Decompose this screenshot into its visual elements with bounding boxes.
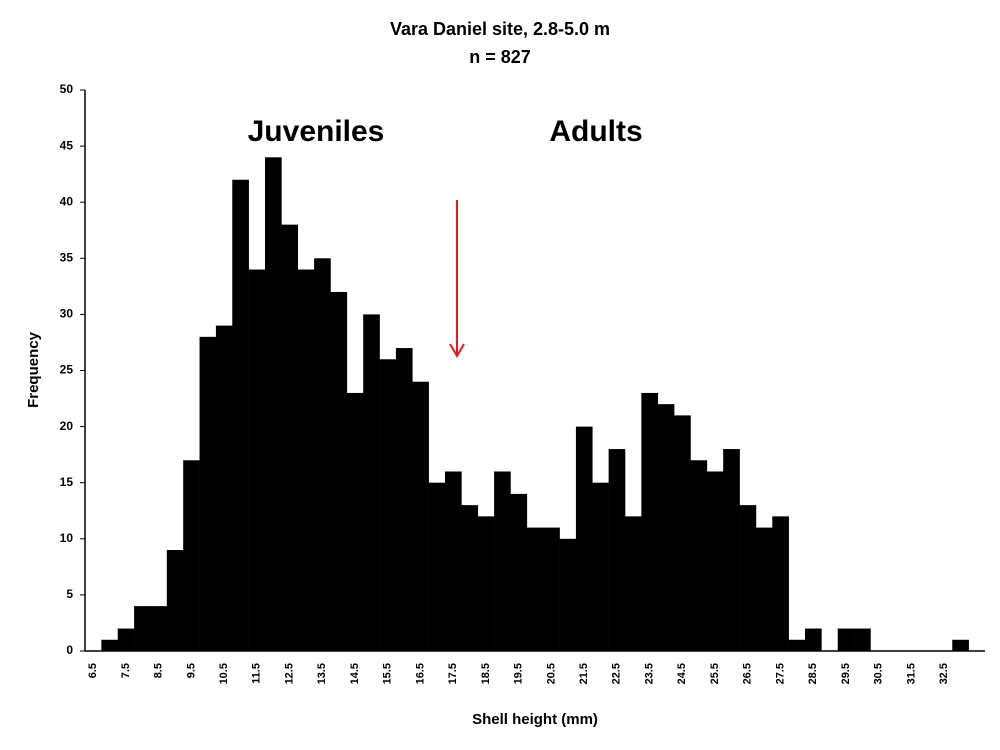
annotation: Adults [549,115,642,148]
x-tick-label: 9.5 [185,663,197,678]
x-tick-label: 17.5 [447,663,459,684]
bar [346,392,364,651]
y-tick-label: 20 [60,419,74,433]
bar [706,471,724,651]
bar [788,639,806,651]
bar [232,179,249,651]
x-tick-label: 18.5 [480,663,492,684]
x-tick-label: 24.5 [676,663,688,684]
x-tick-label: 28.5 [807,663,819,684]
bar [837,628,855,651]
y-tick-label: 50 [60,82,74,96]
bar [952,639,969,651]
x-tick-label: 11.5 [251,663,263,684]
bar [723,449,740,651]
x-tick-label: 13.5 [316,663,328,684]
x-tick-label: 14.5 [349,663,361,684]
y-tick-label: 0 [66,643,73,657]
bar [559,538,577,651]
y-tick-label: 30 [60,307,74,321]
bar [101,639,119,651]
bar [117,628,135,651]
bar [477,516,495,651]
bar [297,269,315,651]
bar [379,359,397,651]
bar [657,404,675,651]
x-tick-label: 16.5 [414,663,426,684]
arrow-head [449,343,465,358]
bar [461,505,479,651]
bar [772,516,789,651]
bar [199,336,217,651]
x-tick-label: 10.5 [218,663,230,684]
bar [674,415,691,651]
bar [134,606,151,651]
bar [575,426,593,651]
y-tick-label: 40 [60,194,74,208]
y-tick-label: 35 [60,250,74,264]
bar [215,325,233,651]
bar [641,392,659,651]
x-tick-label: 20.5 [545,663,557,684]
bar [526,527,544,651]
x-tick-label: 30.5 [873,663,885,684]
x-tick-label: 27.5 [774,663,786,684]
bar [805,628,822,651]
y-tick-label: 25 [60,363,74,377]
bar [494,471,511,651]
x-tick-label: 21.5 [578,663,590,684]
x-tick-label: 19.5 [513,663,525,684]
x-tick-label: 8.5 [153,663,165,678]
y-axis-title: Frequency [25,331,42,408]
x-tick-label: 7.5 [120,663,132,678]
bar [690,460,708,651]
bar [363,314,380,651]
x-tick-label: 23.5 [643,663,655,684]
x-tick-label: 15.5 [382,663,394,684]
y-tick-label: 10 [60,531,74,545]
chart-title: Vara Daniel site, 2.8-5.0 m [390,19,610,39]
bar [445,471,462,651]
y-tick-label: 45 [60,138,74,152]
x-tick-label: 25.5 [709,663,721,684]
bar [265,157,282,651]
bar [412,381,429,651]
bar [281,224,299,651]
bar [248,269,266,651]
chart-subtitle: n = 827 [469,47,531,67]
bar [428,482,446,651]
x-tick-label: 29.5 [840,663,852,684]
bar [395,348,413,651]
x-tick-label: 22.5 [611,663,623,684]
x-tick-label: 31.5 [905,663,917,684]
bar [166,550,184,651]
bar [330,291,348,651]
bar [183,460,200,651]
bar [625,516,642,651]
y-tick-label: 15 [60,475,74,489]
bar [608,449,626,651]
x-tick-label: 26.5 [742,663,754,684]
bar [150,606,168,651]
y-tick-label: 5 [66,587,73,601]
bar [755,527,773,651]
bar [592,482,609,651]
x-tick-label: 32.5 [938,663,950,684]
x-axis-title: Shell height (mm) [472,711,598,728]
arrow [449,200,465,358]
bar [510,493,528,651]
x-tick-label: 6.5 [87,663,99,678]
annotation: Juveniles [248,115,385,148]
bar [543,527,560,651]
x-tick-label: 12.5 [283,663,295,684]
bar [314,258,331,651]
bar [854,628,871,651]
bar [739,505,757,651]
